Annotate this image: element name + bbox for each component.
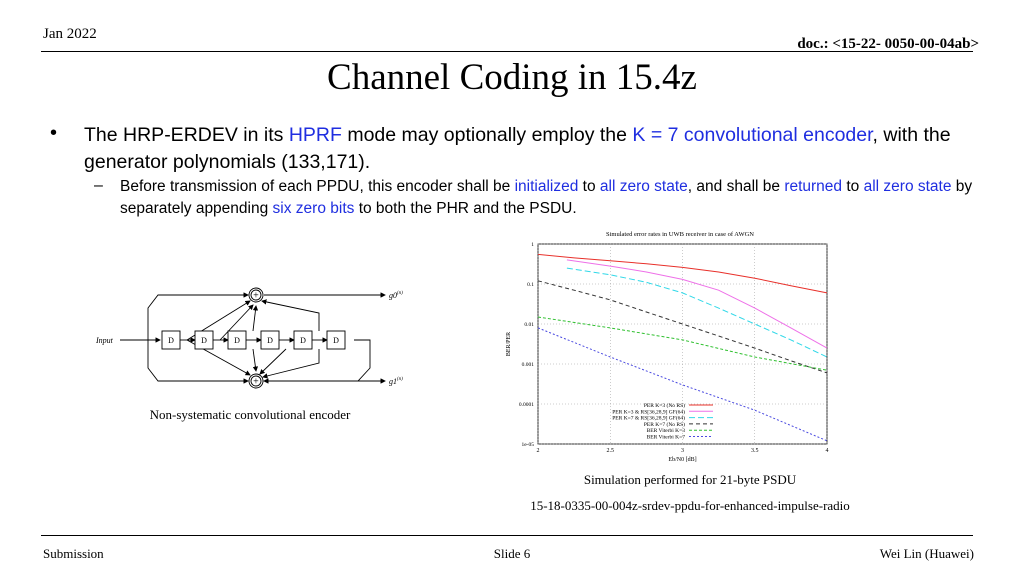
- series-line: [566, 267, 828, 358]
- series-line: [566, 259, 828, 349]
- b2-text: to: [578, 178, 600, 195]
- legend-label: PER K=7 & RS[36,28,9] GF(64): [612, 415, 685, 422]
- b2-returned: returned: [784, 178, 843, 195]
- x-tick-label: 2: [537, 448, 540, 454]
- delay-box: [293, 330, 313, 350]
- slide-title: Channel Coding in 15.4z: [327, 57, 697, 98]
- chart-ylabel: BER/PER: [506, 332, 512, 356]
- delay-box: [194, 330, 214, 350]
- adder-symbol: +: [253, 377, 259, 388]
- adder-symbol: +: [253, 291, 259, 302]
- x-tick-label: 4: [826, 448, 829, 454]
- bullet-text-1: The HRP-ERDEV in its HPRF mode may optio…: [84, 122, 1004, 176]
- x-tick-label: 3.5: [751, 448, 759, 454]
- y-tick-label: 0.01: [524, 322, 534, 328]
- header-divider: [41, 51, 973, 52]
- reference-doc: 15-18-0335-00-004z-srdev-ppdu-for-enhanc…: [530, 498, 850, 513]
- b1-encoder: K = 7 convolutional encoder: [632, 124, 873, 146]
- delay-label: D: [267, 336, 273, 345]
- delay-box: [260, 330, 280, 350]
- convolutional-encoder-diagram: D D D D D D + + Input g0(n) g1(n): [95, 287, 403, 389]
- footer-divider: [41, 535, 973, 536]
- ber-per-chart: Simulated error rates in UWB receiver in…: [506, 231, 829, 463]
- bullet-text-2: Before transmission of each PPDU, this e…: [120, 176, 1010, 219]
- input-label: Input: [95, 336, 114, 345]
- bullet-marker: •: [50, 122, 58, 144]
- delay-label: D: [333, 336, 339, 345]
- b2-six-zero-bits: six zero bits: [272, 199, 355, 217]
- output-g0-label: g0(n): [389, 291, 403, 300]
- b1-text: mode may optionally employ the: [341, 124, 633, 146]
- legend-label: PER K=3 (No RS): [644, 402, 685, 409]
- x-tick-label: 2.5: [607, 448, 615, 454]
- y-tick-label: 0.001: [522, 362, 535, 368]
- b2-text: to: [842, 178, 864, 195]
- x-tick-label: 3: [681, 448, 684, 454]
- delay-box: [227, 330, 247, 350]
- b2-text: by separately appending: [120, 178, 973, 217]
- legend-label: BER Viterbi K=3: [647, 428, 686, 434]
- footer-submission: Submission: [43, 546, 104, 561]
- footer-slide-number: Slide 6: [493, 546, 531, 561]
- b2-all-zero-state: all zero state: [599, 178, 688, 195]
- sub-bullet-marker: –: [94, 177, 103, 194]
- y-tick-label: 1: [531, 242, 534, 248]
- series-line: [537, 253, 828, 294]
- chart-xlabel: Eb/N0 [dB]: [668, 457, 696, 463]
- series-line: [537, 280, 828, 374]
- b2-initialized: initialized: [514, 178, 579, 195]
- doc-number: doc.: <15-22- 0050-00-04ab>: [797, 36, 979, 52]
- b2-text: , and shall be: [687, 178, 785, 195]
- legend-label: BER Viterbi K=7: [647, 435, 686, 441]
- b1-hprf: HPRF: [288, 124, 342, 146]
- legend-label: PER K=3 & RS[36,28,9] GF(64): [612, 408, 685, 415]
- delay-label: D: [168, 336, 174, 345]
- y-tick-label: 1e-05: [521, 442, 534, 448]
- b2-text: Before transmission of each PPDU, this e…: [120, 178, 515, 195]
- delay-label: D: [234, 336, 240, 345]
- delay-label: D: [300, 336, 306, 345]
- plot-caption: Simulation performed for 21-byte PSDU: [583, 472, 797, 487]
- encoder-caption: Non-systematic convolutional encoder: [149, 407, 351, 422]
- b2-text: to both the PHR and the PSDU.: [354, 199, 577, 217]
- b2-all-zero-state: all zero state: [863, 178, 952, 195]
- y-tick-label: 0.0001: [519, 402, 534, 408]
- y-tick-label: 0.1: [527, 282, 534, 288]
- footer-author: Wei Lin (Huawei): [879, 546, 974, 561]
- header-date: Jan 2022: [43, 26, 97, 42]
- chart-title: Simulated error rates in UWB receiver in…: [606, 231, 754, 238]
- legend-label: PER K=7 (No RS): [644, 421, 685, 428]
- delay-box: [161, 330, 181, 350]
- b1-text: , with the generator polynomials (133,17…: [84, 124, 951, 173]
- b1-text: The HRP-ERDEV in its: [84, 124, 289, 146]
- delay-box: [326, 330, 346, 350]
- output-g1-label: g1(n): [389, 377, 403, 386]
- delay-label: D: [201, 336, 207, 345]
- series-line: [537, 316, 828, 371]
